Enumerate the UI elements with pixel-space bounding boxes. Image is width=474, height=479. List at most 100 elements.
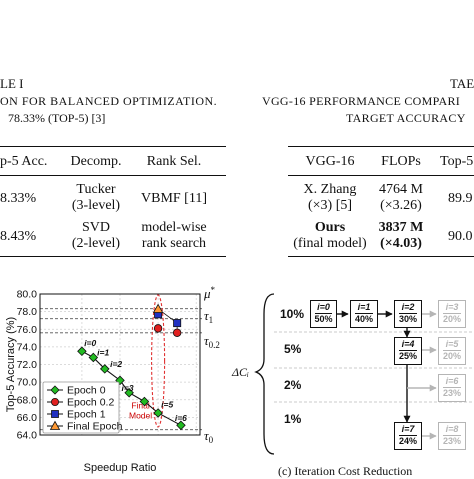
legend-box <box>42 381 120 434</box>
right-header-flops: FLOPs <box>381 154 421 169</box>
left-row1-decomp-2: (3-level) <box>71 198 121 213</box>
right-header-name: VGG-16 <box>305 154 355 169</box>
right-row1-top5: 89.9 <box>448 191 473 206</box>
flow-node-i4-pct: 25% <box>398 351 417 361</box>
right-row2-name-1: Ours <box>314 220 346 235</box>
right-header-top5: Top-5 <box>440 154 474 169</box>
final-model-ellipse <box>151 294 166 428</box>
right-table-label: TAE <box>450 76 474 91</box>
y-tick-label: 80.0 <box>17 289 38 301</box>
legend-marker <box>50 385 60 395</box>
point-label: i=5 <box>161 400 173 410</box>
flow-row-5pct: 5% <box>284 342 302 356</box>
left-row1-decomp-1: Tucker <box>76 182 116 197</box>
y-tick-label: 66.0 <box>17 412 38 424</box>
flow-row-1pct: 1% <box>284 412 302 426</box>
flow-node-i8-label: i=8 <box>443 424 461 436</box>
right-table-midrule <box>288 175 474 176</box>
epoch0-point <box>139 396 150 407</box>
epoch02-point <box>153 324 163 333</box>
flow-node-i3-label: i=3 <box>443 302 461 314</box>
y-tick-label: 78.0 <box>17 306 38 318</box>
flow-node-i3-pct: 20% <box>442 314 461 324</box>
left-header-rank: Rank Sel. <box>146 154 202 169</box>
epoch02-point <box>172 328 182 337</box>
flow-node-i7-label: i=7 <box>399 424 417 436</box>
flow-node-i0: i=0 50% <box>310 300 337 328</box>
flow-node-i5-label: i=5 <box>443 339 461 351</box>
final-model-annotation: Final Model <box>129 401 152 421</box>
flow-node-i8: i=8 23% <box>438 422 466 450</box>
y-tick-label: 64.0 <box>17 430 38 442</box>
y-tick-label: 68.0 <box>17 394 38 406</box>
y-tick-label: 72.0 <box>17 359 38 371</box>
flow-node-i5-pct: 20% <box>442 351 461 361</box>
point-label: i=2 <box>110 359 122 369</box>
flow-node-i6-label: i=6 <box>443 376 461 388</box>
legend-label: Epoch 0 <box>67 385 106 397</box>
left-table-label: LE I <box>0 76 24 91</box>
epoch1-point <box>173 319 182 328</box>
right-row1-name-1: X. Zhang <box>303 182 357 197</box>
flow-node-i1: i=1 40% <box>350 300 378 328</box>
flow-node-i0-pct: 50% <box>314 314 333 324</box>
right-row1-name-2: (×3) [5] <box>307 198 353 213</box>
y-tick-label: 70.0 <box>17 377 38 389</box>
right-table-caption-line2: TARGET ACCURACY <box>346 111 466 125</box>
right-row1-flops-2: (×3.26) <box>380 198 422 213</box>
flow-node-i6-pct: 23% <box>442 388 461 398</box>
flow-node-i8-pct: 23% <box>442 436 461 446</box>
right-row2-name-2: (final model) <box>293 236 367 251</box>
flow-node-i5: i=5 20% <box>438 337 466 365</box>
point-label: i=1 <box>97 348 109 358</box>
flow-node-i7-pct: 24% <box>398 436 417 446</box>
flow-node-i2: i=2 30% <box>394 300 422 328</box>
flow-node-i6: i=6 23% <box>438 374 466 402</box>
iteration-flow-diagram: ΔCᵢ 10% 5% 2% 1% i=0 50% i=1 40% i=2 30%… <box>232 284 474 478</box>
epoch0-point <box>88 352 99 363</box>
legend-marker <box>49 420 61 430</box>
left-row2-rank-2: rank search <box>141 236 207 251</box>
epoch0-point <box>99 364 110 374</box>
y-axis-label: Top-5 Accuracy (%) <box>5 317 17 412</box>
point-label: i=6 <box>175 413 187 423</box>
epoch0-point <box>153 408 163 418</box>
left-table-caption-line2: 78.33% (TOP-5) [3] <box>8 111 106 125</box>
left-table-bottomrule <box>0 256 226 258</box>
legend-marker <box>51 398 60 407</box>
right-row2-flops-1: 3837 M <box>378 220 424 235</box>
brace <box>254 293 275 455</box>
left-table-toprule <box>0 146 226 148</box>
reference-line-label: τ0.2 <box>204 333 220 350</box>
left-row2-acc: 8.43% <box>0 229 37 244</box>
flow-delta-c-label: ΔCᵢ <box>232 365 249 379</box>
flow-node-i3: i=3 20% <box>438 300 466 328</box>
accuracy-vs-speedup-chart: 80.0 78.0 76.0 74.0 72.0 70.0 68.0 66.0 64.0 μ* τ1… <box>5 285 220 474</box>
flow-node-i0-label: i=0 <box>315 302 332 314</box>
y-tick-label: 76.0 <box>17 324 38 336</box>
left-table-midrule <box>0 175 226 176</box>
right-row2-top5: 90.0 <box>448 229 473 244</box>
left-row2-decomp-1: SVD <box>81 220 110 235</box>
right-row1-flops-1: 4764 M <box>379 182 423 197</box>
left-header-acc: p-5 Acc. <box>0 154 48 169</box>
epoch0-point <box>176 420 186 431</box>
flow-node-i2-label: i=2 <box>399 302 417 314</box>
flow-node-i2-pct: 30% <box>398 314 417 324</box>
right-table-caption-line1: VGG-16 PERFORMANCE COMPARI <box>262 94 461 108</box>
epoch0-point <box>77 346 87 357</box>
flow-row-2pct: 2% <box>284 378 302 392</box>
flow-node-i4: i=4 25% <box>394 337 422 365</box>
final-epoch-point <box>152 303 164 313</box>
flow-node-i7: i=7 24% <box>394 422 422 450</box>
left-table-caption-line1: ON FOR BALANCED OPTIMIZATION. <box>0 94 218 108</box>
left-row1-acc: 8.33% <box>0 191 37 206</box>
flow-node-i4-label: i=4 <box>399 339 417 351</box>
point-label: i=0 <box>84 338 96 348</box>
plot-frame <box>39 293 201 436</box>
left-header-decomp: Decomp. <box>70 154 122 169</box>
right-table-bottomrule <box>288 256 474 258</box>
epoch0-point <box>124 387 134 398</box>
flow-node-i1-label: i=1 <box>355 302 373 314</box>
